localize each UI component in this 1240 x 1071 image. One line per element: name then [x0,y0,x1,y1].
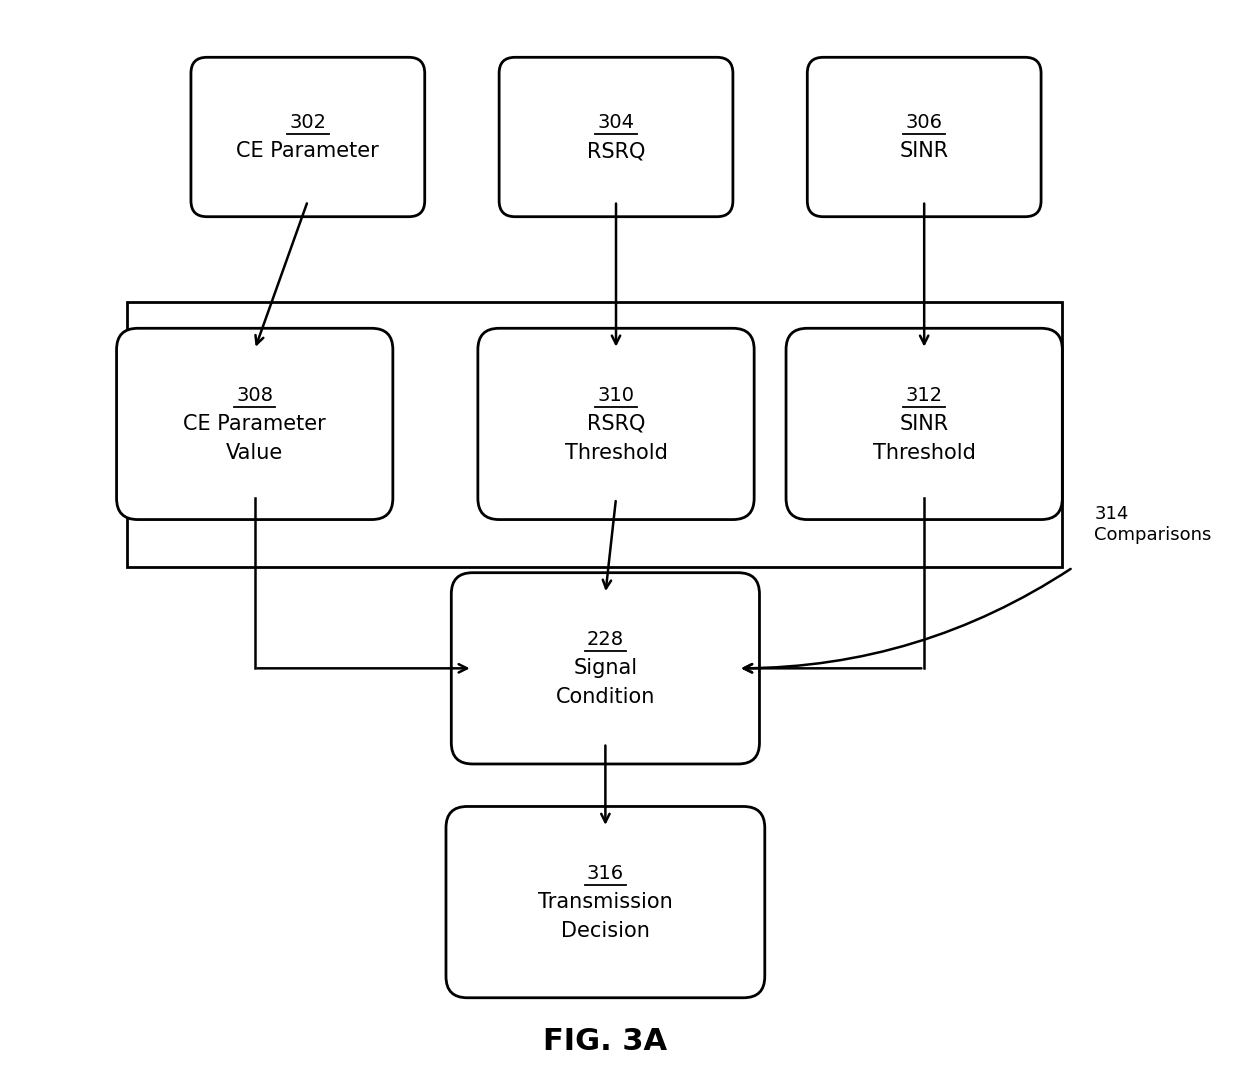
Text: 304: 304 [598,114,635,132]
Text: Decision: Decision [560,921,650,940]
Text: Value: Value [226,442,283,463]
FancyBboxPatch shape [446,806,765,998]
Text: 316: 316 [587,864,624,883]
Text: 310: 310 [598,386,635,405]
Text: SINR: SINR [900,413,949,434]
Bar [128,302,1063,568]
Text: 314
Comparisons: 314 Comparisons [1094,506,1211,544]
Text: SINR: SINR [900,141,949,162]
FancyBboxPatch shape [500,58,733,216]
Text: Transmission: Transmission [538,892,673,912]
Text: 308: 308 [236,386,273,405]
Text: Condition: Condition [556,687,655,707]
Text: Signal: Signal [573,659,637,678]
FancyBboxPatch shape [117,329,393,519]
FancyBboxPatch shape [191,58,425,216]
Text: FIG. 3A: FIG. 3A [543,1027,667,1056]
Text: CE Parameter: CE Parameter [237,141,379,162]
Text: Threshold: Threshold [564,442,667,463]
Text: RSRQ: RSRQ [587,141,645,162]
Text: 306: 306 [905,114,942,132]
FancyBboxPatch shape [477,329,754,519]
Text: CE Parameter: CE Parameter [184,413,326,434]
Text: 312: 312 [905,386,942,405]
Text: RSRQ: RSRQ [587,413,645,434]
FancyBboxPatch shape [807,58,1042,216]
Text: 302: 302 [289,114,326,132]
FancyBboxPatch shape [786,329,1063,519]
Text: 228: 228 [587,630,624,649]
Text: Threshold: Threshold [873,442,976,463]
FancyBboxPatch shape [451,573,759,764]
